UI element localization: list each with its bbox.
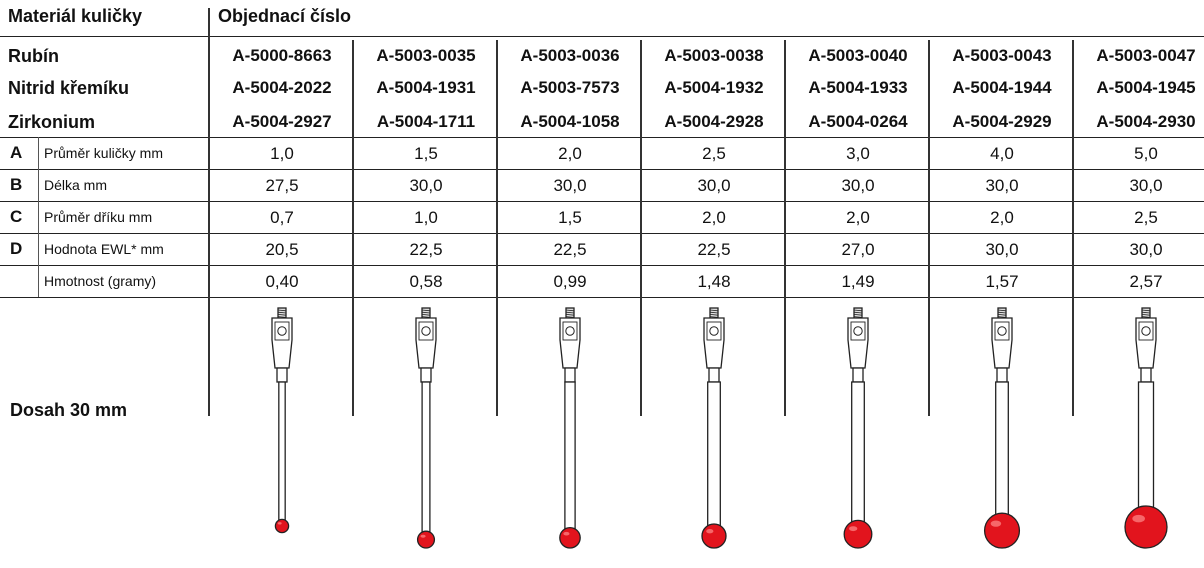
- spec-value: 22,5: [697, 240, 731, 259]
- spec-value: 30,0: [841, 176, 875, 195]
- order-code: A-5003-0038: [664, 46, 764, 65]
- column-divider: [784, 40, 786, 416]
- spec-value: 30,0: [985, 240, 1019, 259]
- spec-value: 4,0: [990, 144, 1014, 163]
- spec-value: 0,58: [409, 272, 443, 291]
- order-code: A-5004-0264: [808, 112, 908, 131]
- material-silicon-nitride: Nitrid křemíku: [8, 78, 130, 98]
- column-divider: [1072, 40, 1074, 416]
- probe-stylus: [415, 307, 437, 549]
- spec-value: 1,5: [558, 208, 582, 227]
- spec-name: Délka mm: [44, 177, 108, 193]
- order-code: A-5004-1945: [1096, 78, 1196, 97]
- order-code: A-5003-0043: [952, 46, 1052, 65]
- spec-letter: C: [10, 207, 23, 226]
- spec-name: Hodnota EWL* mm: [44, 241, 164, 257]
- spec-value: 27,0: [841, 240, 875, 259]
- spec-value: 0,7: [270, 208, 294, 227]
- order-code: A-5004-1944: [952, 78, 1052, 97]
- ball-material-header: Materiál kuličky: [8, 6, 143, 26]
- order-code: A-5004-2930: [1096, 112, 1196, 131]
- spec-value: 0,40: [265, 272, 299, 291]
- row-divider-b: [0, 201, 1204, 202]
- row-divider-c: [0, 233, 1204, 234]
- order-code: A-5004-2927: [232, 112, 332, 131]
- probe-stylus: [701, 307, 727, 549]
- spec-value: 22,5: [409, 240, 443, 259]
- spec-name: Průměr dříku mm: [44, 209, 153, 225]
- row-divider-d: [0, 265, 1204, 266]
- spec-letter: D: [10, 239, 23, 258]
- order-code: A-5003-0047: [1096, 46, 1196, 65]
- column-divider: [640, 40, 642, 416]
- column-divider: [928, 40, 930, 416]
- probe-stylus: [843, 307, 873, 549]
- order-code: A-5003-7573: [520, 78, 620, 97]
- letter-column-divider: [38, 137, 39, 297]
- spec-letter: B: [10, 175, 23, 194]
- spec-value: 1,0: [270, 144, 294, 163]
- spec-value: 5,0: [1134, 144, 1158, 163]
- order-code: A-5000-8663: [232, 46, 332, 65]
- row-divider-a: [0, 169, 1204, 170]
- row-divider-e: [0, 297, 1204, 298]
- spec-value: 1,57: [985, 272, 1019, 291]
- spec-value: 3,0: [846, 144, 870, 163]
- spec-value: 1,49: [841, 272, 875, 291]
- spec-value: 2,0: [846, 208, 870, 227]
- spec-value: 0,99: [553, 272, 587, 291]
- order-code: A-5004-2929: [952, 112, 1052, 131]
- spec-name: Průměr kuličky mm: [44, 145, 164, 161]
- spec-value: 2,5: [702, 144, 726, 163]
- material-rubin: Rubín: [8, 46, 59, 66]
- spec-value: 30,0: [1129, 176, 1163, 195]
- order-code: A-5003-0040: [808, 46, 908, 65]
- spec-value: 1,5: [414, 144, 438, 163]
- order-code: A-5003-0036: [520, 46, 620, 65]
- spec-value: 22,5: [553, 240, 587, 259]
- order-code: A-5004-1933: [808, 78, 908, 97]
- spec-value: 2,0: [558, 144, 582, 163]
- spec-value: 30,0: [697, 176, 731, 195]
- probe-stylus: [1124, 307, 1168, 549]
- spec-value: 2,5: [1134, 208, 1158, 227]
- order-number-header: Objednací číslo: [218, 6, 352, 26]
- main-column-divider: [208, 8, 210, 416]
- spec-value: 1,0: [414, 208, 438, 227]
- spec-value: 30,0: [553, 176, 587, 195]
- order-code: A-5004-1711: [376, 112, 476, 131]
- column-divider: [496, 40, 498, 416]
- order-code: A-5004-2928: [664, 112, 764, 131]
- order-code: A-5003-0035: [376, 46, 476, 65]
- spec-value: 30,0: [985, 176, 1019, 195]
- spec-value: 27,5: [265, 176, 299, 195]
- order-code: A-5004-2022: [232, 78, 332, 97]
- probe-stylus: [559, 307, 581, 549]
- order-code: A-5004-1931: [376, 78, 476, 97]
- spec-value: 2,0: [702, 208, 726, 227]
- spec-value: 20,5: [265, 240, 299, 259]
- spec-value: 2,0: [990, 208, 1014, 227]
- header-divider: [0, 36, 1204, 37]
- codes-bottom-divider: [0, 137, 1204, 138]
- column-divider: [352, 40, 354, 416]
- material-zirconia: Zirkonium: [8, 112, 96, 132]
- spec-value: 30,0: [409, 176, 443, 195]
- order-code: A-5004-1932: [664, 78, 764, 97]
- spec-name: Hmotnost (gramy): [44, 273, 157, 289]
- probe-stylus: [271, 307, 293, 534]
- probe-stylus: [983, 307, 1021, 549]
- spec-value: 1,48: [697, 272, 731, 291]
- reach-label: Dosah 30 mm: [10, 400, 128, 420]
- order-code: A-5004-1058: [520, 112, 620, 131]
- spec-value: 2,57: [1129, 272, 1163, 291]
- spec-value: 30,0: [1129, 240, 1163, 259]
- spec-letter: A: [10, 143, 23, 162]
